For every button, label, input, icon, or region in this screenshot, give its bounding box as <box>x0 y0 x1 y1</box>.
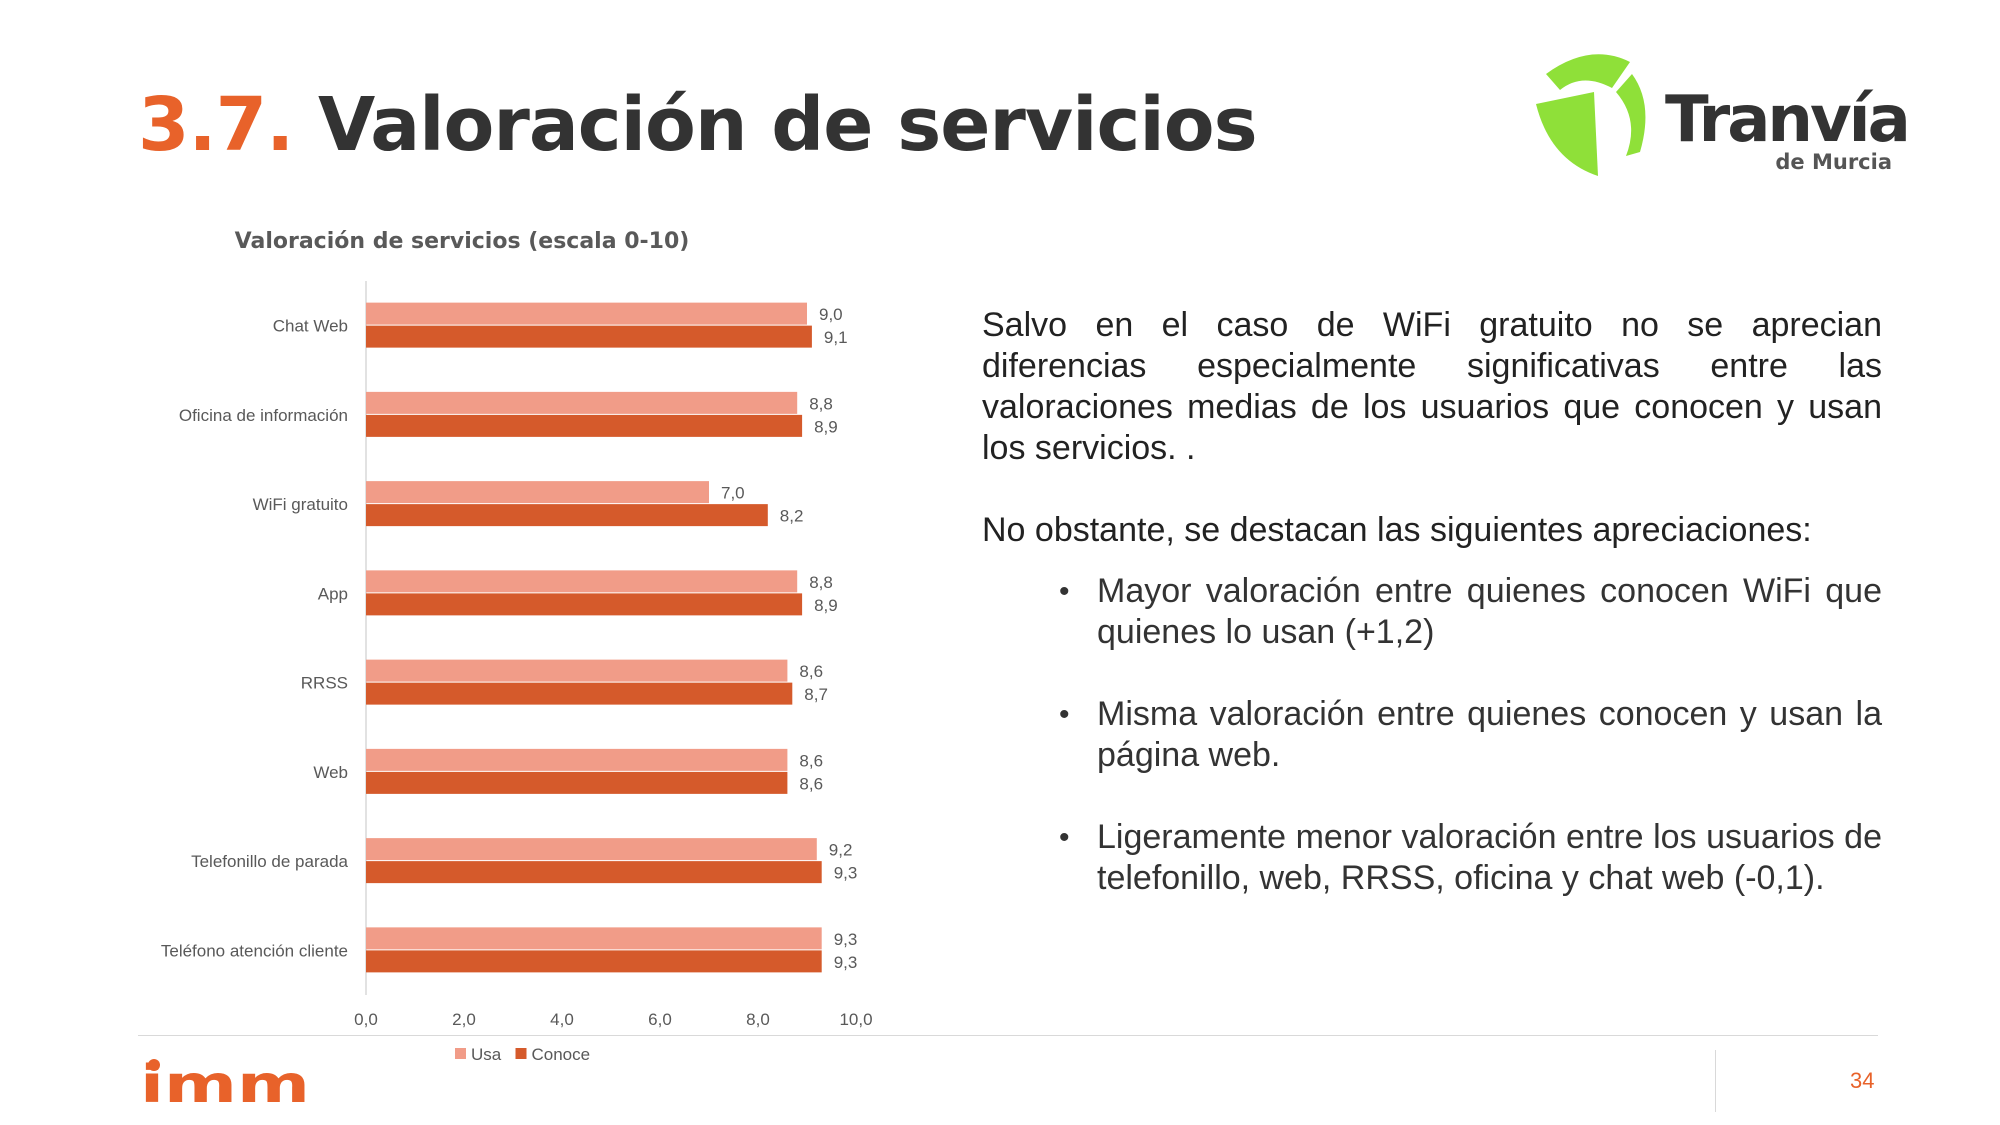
data-label: 8,2 <box>780 507 804 526</box>
data-label: 8,6 <box>799 751 823 770</box>
imm-logo-text: imm <box>140 1058 310 1106</box>
chart-legend: Usa Conoce <box>455 1045 590 1064</box>
category-label: Oficina de información <box>179 406 348 425</box>
bar-conoce <box>366 771 788 794</box>
bar-usa <box>366 927 822 950</box>
bullet-dot-icon: • <box>1059 821 1070 854</box>
bar-usa <box>366 302 807 325</box>
data-label: 8,8 <box>809 573 833 592</box>
data-label: 8,6 <box>799 774 823 793</box>
tranvia-logo: Tranvía de Murcia <box>1530 48 1911 178</box>
imm-logo-dot <box>148 1059 160 1071</box>
data-label: 9,1 <box>824 328 848 347</box>
category-label: Telefonillo de parada <box>191 852 348 871</box>
bullet-item: • Ligeramente menor valoración entre los … <box>1059 817 1882 899</box>
bullet-text: Ligeramente menor valoración entre los u… <box>1097 818 1882 897</box>
title-text: Valoración de servicios <box>317 82 1258 168</box>
bullet-dot-icon: • <box>1059 698 1070 731</box>
legend-swatch <box>455 1048 466 1059</box>
bar-usa <box>366 748 788 771</box>
data-label: 9,3 <box>834 864 858 883</box>
category-label: Chat Web <box>273 317 348 336</box>
data-label: 9,0 <box>819 305 843 324</box>
chart-title: Valoración de servicios (escala 0-10) <box>235 229 690 254</box>
legend-label: Conoce <box>532 1045 591 1064</box>
tranvia-emblem-icon <box>1536 54 1646 176</box>
category-label: Web <box>313 763 348 782</box>
data-label: 8,8 <box>809 394 833 413</box>
bullet-item: • Mayor valoración entre quienes conocen … <box>1059 571 1882 653</box>
logo-brand-text: Tranvía <box>1665 83 1911 157</box>
bar-usa <box>366 481 709 504</box>
category-label: WiFi gratuito <box>253 495 348 514</box>
x-tick-label: 8,0 <box>746 1010 770 1029</box>
logo-sub-text: de Murcia <box>1775 150 1892 174</box>
page-number: 34 <box>1850 1068 1875 1093</box>
legend-label: Usa <box>471 1045 502 1064</box>
bullet-item: • Misma valoración entre quienes conocen … <box>1059 694 1882 776</box>
bullet-text: Misma valoración entre quienes conocen y… <box>1097 695 1882 774</box>
x-tick-label: 0,0 <box>354 1010 378 1029</box>
emblem-right-piece <box>1616 74 1646 156</box>
category-label: RRSS <box>301 674 348 693</box>
bullet-list: • Mayor valoración entre quienes conocen … <box>982 571 1882 899</box>
category-label: App <box>318 584 348 603</box>
bar-conoce <box>366 950 822 973</box>
bar-usa <box>366 659 788 682</box>
bar-conoce <box>366 593 803 616</box>
emblem-arc-piece <box>1546 54 1630 90</box>
bullet-dot-icon: • <box>1059 575 1070 608</box>
page-title: 3.7. Valoración de servicios <box>138 82 1258 168</box>
bar-conoce <box>366 414 803 437</box>
x-tick-label: 4,0 <box>550 1010 574 1029</box>
text-panel: Salvo en el caso de WiFi gratuito no se … <box>982 305 1882 940</box>
data-label: 8,7 <box>804 685 828 704</box>
services-rating-chart: Valoración de servicios (escala 0-10) Ch… <box>161 229 873 1064</box>
summary-paragraph: Salvo en el caso de WiFi gratuito no se … <box>982 306 1882 467</box>
footer-vertical-divider <box>1715 1050 1716 1112</box>
bar-usa <box>366 838 817 861</box>
bar-conoce <box>366 682 793 705</box>
category-label: Teléfono atención cliente <box>161 941 348 960</box>
emblem-left-piece <box>1536 92 1598 176</box>
data-label: 9,3 <box>834 953 858 972</box>
bar-usa <box>366 391 798 414</box>
x-tick-label: 2,0 <box>452 1010 476 1029</box>
bar-usa <box>366 570 798 593</box>
footer-divider <box>138 1035 1878 1036</box>
data-label: 8,6 <box>799 662 823 681</box>
intro-paragraph: No obstante, se destacan las siguientes … <box>982 511 1812 549</box>
title-number: 3.7. <box>138 82 294 168</box>
data-label: 7,0 <box>721 484 745 503</box>
x-tick-label: 6,0 <box>648 1010 672 1029</box>
bar-conoce <box>366 325 812 348</box>
bar-conoce <box>366 504 768 527</box>
x-tick-label: 10,0 <box>839 1010 872 1029</box>
data-label: 8,9 <box>814 596 838 615</box>
data-label: 9,2 <box>829 841 853 860</box>
bullet-text: Mayor valoración entre quienes conocen W… <box>1097 572 1882 651</box>
bar-conoce <box>366 861 822 884</box>
imm-logo: imm <box>140 1058 310 1106</box>
legend-swatch <box>515 1048 527 1059</box>
data-label: 9,3 <box>834 930 858 949</box>
data-label: 8,9 <box>814 417 838 436</box>
